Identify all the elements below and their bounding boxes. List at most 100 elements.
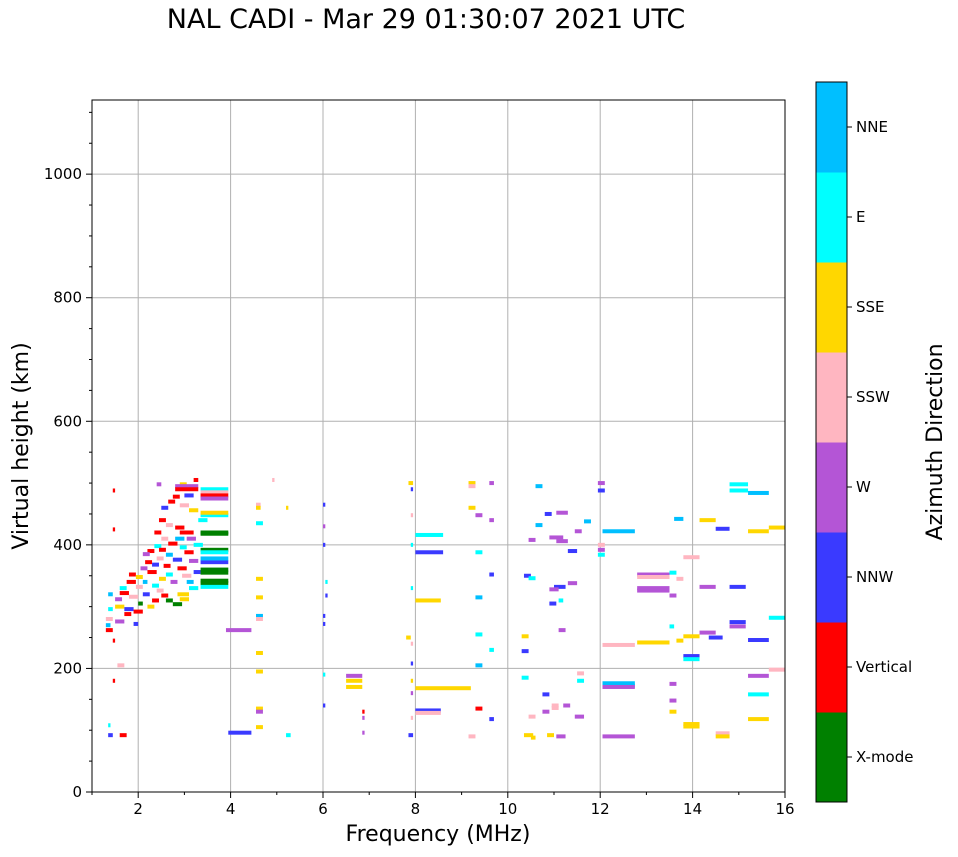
echo-trace-nnw [410,487,414,492]
echo-trace-sse [521,634,529,639]
echo-trace-vertical [152,598,159,603]
echo-trace-nnw [715,526,730,531]
echo-trace-sse [715,734,730,739]
echo-trace-x-mode [200,570,229,575]
echo-trace-nnw [161,505,169,510]
colorbar-frame [815,81,848,803]
echo-trace-vertical [112,678,116,683]
echo-trace-ssw [165,523,173,528]
echo-trace-vertical [133,609,143,614]
echo-trace-e [669,570,677,575]
echo-trace-sse [669,709,677,714]
y-tick-label: 1000 [44,165,82,183]
echo-trace-w [115,619,125,624]
echo-trace-ssw [683,555,700,560]
echo-trace-vertical [175,487,199,492]
echo-trace-vertical [184,550,194,555]
echo-trace-nnw [408,733,414,738]
echo-trace-vertical [161,593,169,598]
echo-trace-nne [602,529,635,534]
echo-trace-w [142,552,150,557]
echo-trace-x-mode [200,567,229,572]
echo-trace-nne [105,623,111,628]
echo-trace-e [729,482,749,487]
echo-trace-sse [683,634,700,639]
echo-trace-sse [408,481,414,486]
echo-trace-vertical [112,527,116,532]
echo-trace-w [175,484,199,489]
echo-trace-nne [256,613,263,618]
chart-title: NAL CADI - Mar 29 01:30:07 2021 UTC [166,4,686,35]
echo-trace-ssw [105,617,113,621]
echo-trace-e [108,607,113,612]
echo-trace-e [410,586,414,591]
echo-trace-sse [530,735,536,740]
echo-trace-nnw [152,562,159,567]
echo-trace-e [256,521,263,526]
echo-trace-w [669,681,677,686]
echo-trace-w [256,709,263,714]
echo-trace-w [669,593,677,598]
echo-trace-e [108,723,111,728]
x-tick-label: 14 [683,800,702,818]
echo-trace-w [200,496,229,501]
echo-trace-nnw [228,730,252,735]
echo-trace-e [193,542,203,547]
echo-trace-ssw [551,705,559,710]
echo-trace-nne [186,579,194,584]
echo-trace-ssw [597,542,605,547]
echo-trace-e [683,657,700,662]
colorbar-tick-label: NNE [856,118,888,136]
echo-trace-sse [256,576,263,581]
echo-trace-w [475,513,483,518]
colorbar-swatch-nnw [816,532,847,623]
echo-trace-w [602,684,635,689]
echo-trace-w [597,547,605,552]
echo-trace-nnw [521,649,529,654]
echo-trace-sse [748,717,769,722]
y-tick-label: 0 [72,783,82,801]
x-axis-label: Frequency (MHz) [346,822,531,847]
echo-trace-vertical [163,563,171,568]
echo-trace-vertical [168,541,178,546]
echo-trace-sse [637,640,670,645]
echo-trace-sse [115,604,125,609]
echo-trace-nnw [748,638,769,643]
echo-trace-nnw [544,511,552,516]
x-tick-label: 12 [591,800,610,818]
echo-trace-sse [177,592,190,597]
echo-trace-w [549,587,559,592]
echo-trace-w [574,529,582,534]
echo-trace-sse [200,510,229,515]
echo-trace-w [323,524,326,529]
echo-trace-nnw [523,573,531,578]
echo-trace-w [489,481,494,486]
echo-trace-w [558,628,566,633]
echo-trace-sse [406,635,411,640]
echo-trace-nnw [323,703,326,708]
echo-trace-vertical [172,494,180,499]
echo-trace-e [323,672,326,677]
echo-trace-vertical [147,570,157,575]
echo-trace-sse [547,733,554,738]
echo-trace-w [567,581,578,586]
echo-trace-nne [475,663,483,668]
echo-trace-w [637,572,670,577]
echo-trace-x-mode [138,601,143,606]
echo-trace-vertical [168,499,176,504]
echo-trace-ssw [410,513,414,518]
echo-trace-x-mode [172,602,183,607]
echo-trace-e [489,647,494,652]
echo-trace-nnw [133,621,139,626]
x-tick-label: 6 [318,800,328,818]
echo-trace-vertical [362,709,365,714]
echo-trace-vertical [158,518,166,523]
echo-trace-sse [256,650,263,655]
colorbar-tick-label: E [856,208,865,226]
echo-trace-e [528,576,536,581]
echo-trace-sse [768,525,785,530]
echo-trace-w [637,588,670,593]
echo-trace-sse [415,686,471,691]
echo-trace-ssw [551,703,559,708]
echo-trace-nnw [323,502,326,507]
